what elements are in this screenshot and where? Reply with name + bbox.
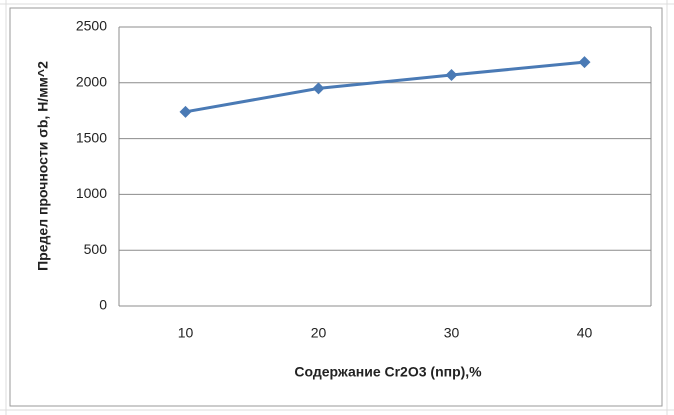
data-line bbox=[185, 60, 585, 114]
data-marker bbox=[445, 68, 458, 81]
data-marker bbox=[312, 82, 325, 95]
chart-border bbox=[9, 7, 663, 407]
y-tick-label: 500 bbox=[84, 241, 108, 257]
x-tick-label: 30 bbox=[444, 325, 460, 341]
x-axis-label: Содержание Cr2O3 (nпр),% bbox=[294, 364, 482, 380]
y-axis-label: Предел прочности σb, Н/мм^2 bbox=[35, 61, 51, 271]
y-tick-label: 2000 bbox=[76, 74, 107, 90]
x-tick-label: 20 bbox=[311, 325, 327, 341]
y-tick-label: 1500 bbox=[76, 129, 107, 145]
y-tick-label: 0 bbox=[99, 297, 107, 313]
data-marker bbox=[179, 105, 192, 118]
y-tick-label: 2500 bbox=[76, 18, 107, 34]
y-tick-label: 1000 bbox=[76, 185, 107, 201]
x-tick-label: 10 bbox=[178, 325, 194, 341]
data-marker bbox=[578, 56, 591, 69]
x-tick-label: 40 bbox=[577, 325, 593, 341]
